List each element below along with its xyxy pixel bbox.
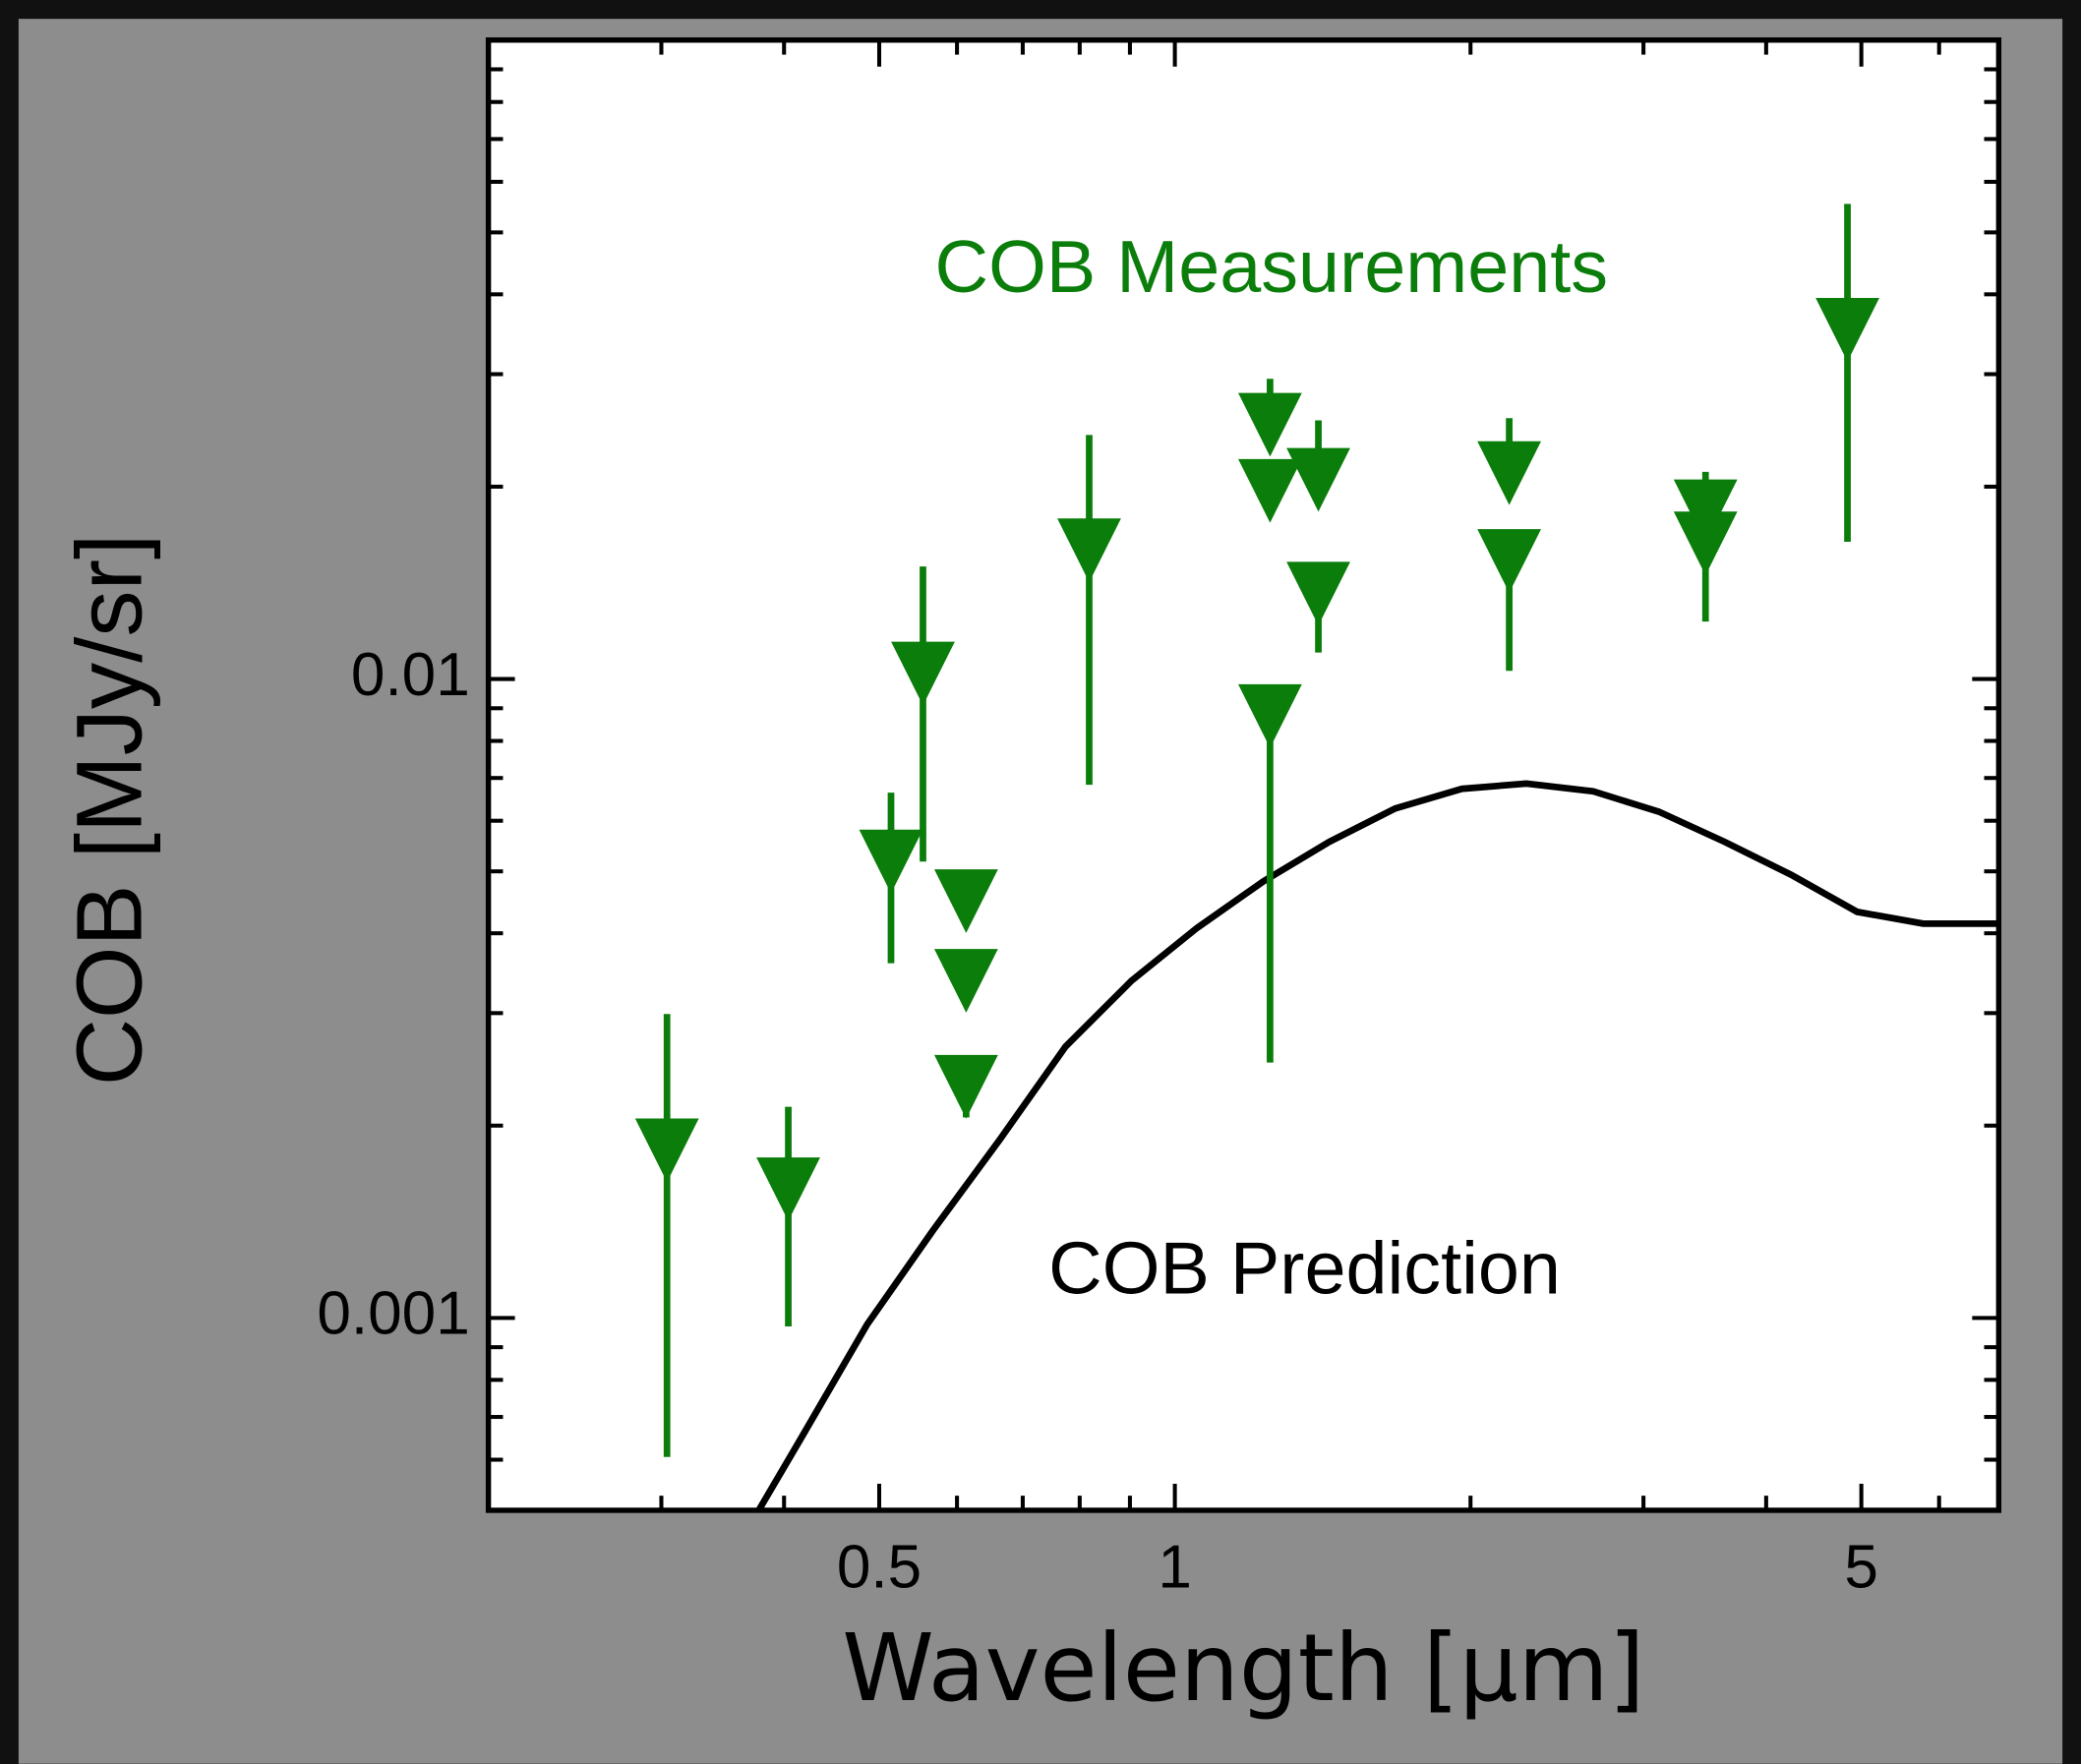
y-tick-label: 0.01 — [351, 641, 470, 709]
upper-limit-marker — [634, 1118, 699, 1183]
upper-limit-marker — [1477, 529, 1541, 593]
upper-limit-marker — [1286, 447, 1350, 512]
upper-limit-marker — [891, 641, 955, 706]
upper-limit-marker — [1815, 298, 1879, 362]
upper-limit-marker — [859, 829, 923, 894]
axes-frame — [485, 37, 2002, 1513]
x-tick-label: 1 — [1158, 1533, 1192, 1601]
x-axis-label: Wavelength [μm] — [842, 1615, 1644, 1723]
prediction-line — [755, 780, 1998, 1510]
upper-limit-marker — [1057, 518, 1121, 583]
upper-limit-marker — [933, 949, 998, 1013]
upper-limit-marker — [1238, 392, 1302, 457]
series-annotation: COB Prediction — [1048, 1228, 1561, 1311]
upper-limit-marker — [933, 1054, 998, 1119]
upper-limit-marker — [1238, 458, 1302, 523]
plot-area — [488, 39, 1999, 1510]
upper-limit-marker — [1286, 561, 1350, 626]
x-tick-label: 0.5 — [837, 1533, 922, 1601]
y-tick-label: 0.001 — [317, 1280, 469, 1348]
y-axis-label: COB [MJy/sr] — [58, 534, 162, 1086]
upper-limit-marker — [1477, 441, 1541, 505]
upper-limit-marker — [1238, 683, 1302, 748]
upper-limit-marker — [933, 869, 998, 933]
upper-limit-marker — [756, 1157, 820, 1221]
series-annotation: COB Measurements — [935, 226, 1609, 309]
upper-limit-marker — [1673, 479, 1738, 544]
x-tick-label: 5 — [1844, 1533, 1878, 1601]
upper-limit-marker — [1673, 511, 1738, 576]
